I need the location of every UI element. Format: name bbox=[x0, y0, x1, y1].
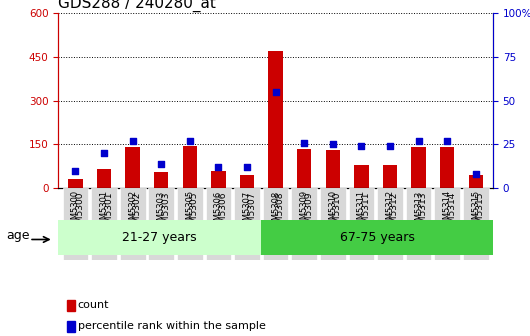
FancyBboxPatch shape bbox=[148, 188, 174, 260]
Text: GSM5300: GSM5300 bbox=[75, 192, 84, 235]
Text: GSM5301: GSM5301 bbox=[104, 192, 113, 235]
Text: GSM5308: GSM5308 bbox=[271, 190, 280, 230]
FancyBboxPatch shape bbox=[120, 188, 146, 260]
Bar bbox=[297, 149, 311, 188]
Point bbox=[186, 138, 194, 144]
Text: GSM5315: GSM5315 bbox=[476, 192, 485, 235]
Text: GSM5303: GSM5303 bbox=[161, 192, 170, 235]
Point bbox=[414, 138, 423, 144]
FancyBboxPatch shape bbox=[320, 188, 346, 260]
Bar bbox=[126, 148, 140, 188]
Point bbox=[243, 165, 251, 170]
Bar bbox=[183, 146, 197, 188]
Text: percentile rank within the sample: percentile rank within the sample bbox=[78, 321, 266, 331]
Text: GSM5313: GSM5313 bbox=[414, 190, 423, 230]
Text: GSM5303: GSM5303 bbox=[157, 190, 166, 230]
Bar bbox=[68, 179, 83, 188]
Point bbox=[357, 143, 366, 149]
Text: GSM5313: GSM5313 bbox=[419, 192, 428, 235]
Text: GSM5315: GSM5315 bbox=[471, 190, 480, 230]
Bar bbox=[154, 172, 169, 188]
Text: GSM5310: GSM5310 bbox=[328, 190, 337, 230]
Text: GDS288 / 240280_at: GDS288 / 240280_at bbox=[58, 0, 216, 12]
Point bbox=[128, 138, 137, 144]
Text: GSM5302: GSM5302 bbox=[128, 190, 137, 230]
Point bbox=[214, 165, 223, 170]
Bar bbox=[469, 175, 483, 188]
Point bbox=[100, 151, 108, 156]
Text: GSM5312: GSM5312 bbox=[385, 190, 394, 230]
FancyBboxPatch shape bbox=[292, 188, 317, 260]
Text: GSM5309: GSM5309 bbox=[304, 192, 313, 235]
Text: GSM5306: GSM5306 bbox=[218, 192, 227, 235]
Text: GSM5311: GSM5311 bbox=[361, 192, 370, 235]
Text: GSM5300: GSM5300 bbox=[71, 190, 80, 230]
Text: GSM5309: GSM5309 bbox=[299, 190, 308, 230]
Bar bbox=[67, 300, 75, 311]
FancyBboxPatch shape bbox=[91, 188, 117, 260]
Bar bbox=[383, 165, 397, 188]
FancyBboxPatch shape bbox=[63, 188, 89, 260]
Point bbox=[300, 140, 308, 145]
FancyBboxPatch shape bbox=[463, 188, 489, 260]
Text: GSM5314: GSM5314 bbox=[443, 190, 452, 230]
FancyBboxPatch shape bbox=[434, 188, 460, 260]
Bar bbox=[440, 148, 454, 188]
Point bbox=[157, 161, 165, 166]
Bar bbox=[97, 169, 111, 188]
Text: GSM5314: GSM5314 bbox=[447, 192, 456, 235]
Bar bbox=[211, 171, 226, 188]
Text: GSM5302: GSM5302 bbox=[132, 192, 142, 235]
Bar bbox=[269, 51, 282, 188]
FancyBboxPatch shape bbox=[349, 188, 374, 260]
Point bbox=[472, 171, 480, 177]
Point bbox=[271, 89, 280, 95]
Text: 21-27 years: 21-27 years bbox=[122, 231, 197, 244]
FancyBboxPatch shape bbox=[234, 188, 260, 260]
Text: GSM5307: GSM5307 bbox=[243, 190, 252, 230]
Text: GSM5305: GSM5305 bbox=[190, 192, 199, 235]
Text: 67-75 years: 67-75 years bbox=[340, 231, 414, 244]
Text: GSM5307: GSM5307 bbox=[247, 192, 256, 235]
FancyBboxPatch shape bbox=[405, 188, 431, 260]
Point bbox=[443, 138, 452, 144]
Text: GSM5301: GSM5301 bbox=[100, 190, 109, 230]
FancyBboxPatch shape bbox=[58, 220, 261, 255]
FancyBboxPatch shape bbox=[261, 220, 493, 255]
Point bbox=[71, 168, 80, 173]
Text: count: count bbox=[78, 300, 109, 310]
Bar bbox=[67, 321, 75, 332]
Point bbox=[386, 143, 394, 149]
FancyBboxPatch shape bbox=[177, 188, 202, 260]
Bar bbox=[411, 148, 426, 188]
Bar bbox=[354, 165, 368, 188]
Text: GSM5306: GSM5306 bbox=[214, 190, 223, 230]
Bar bbox=[240, 175, 254, 188]
Point bbox=[329, 142, 337, 147]
FancyBboxPatch shape bbox=[263, 188, 288, 260]
Text: GSM5310: GSM5310 bbox=[333, 192, 342, 235]
FancyBboxPatch shape bbox=[206, 188, 231, 260]
Text: age: age bbox=[6, 229, 29, 243]
Text: GSM5308: GSM5308 bbox=[276, 192, 285, 235]
Text: GSM5305: GSM5305 bbox=[186, 190, 195, 230]
Text: GSM5312: GSM5312 bbox=[390, 192, 399, 235]
Text: GSM5311: GSM5311 bbox=[357, 190, 366, 230]
FancyBboxPatch shape bbox=[377, 188, 403, 260]
Bar bbox=[325, 150, 340, 188]
